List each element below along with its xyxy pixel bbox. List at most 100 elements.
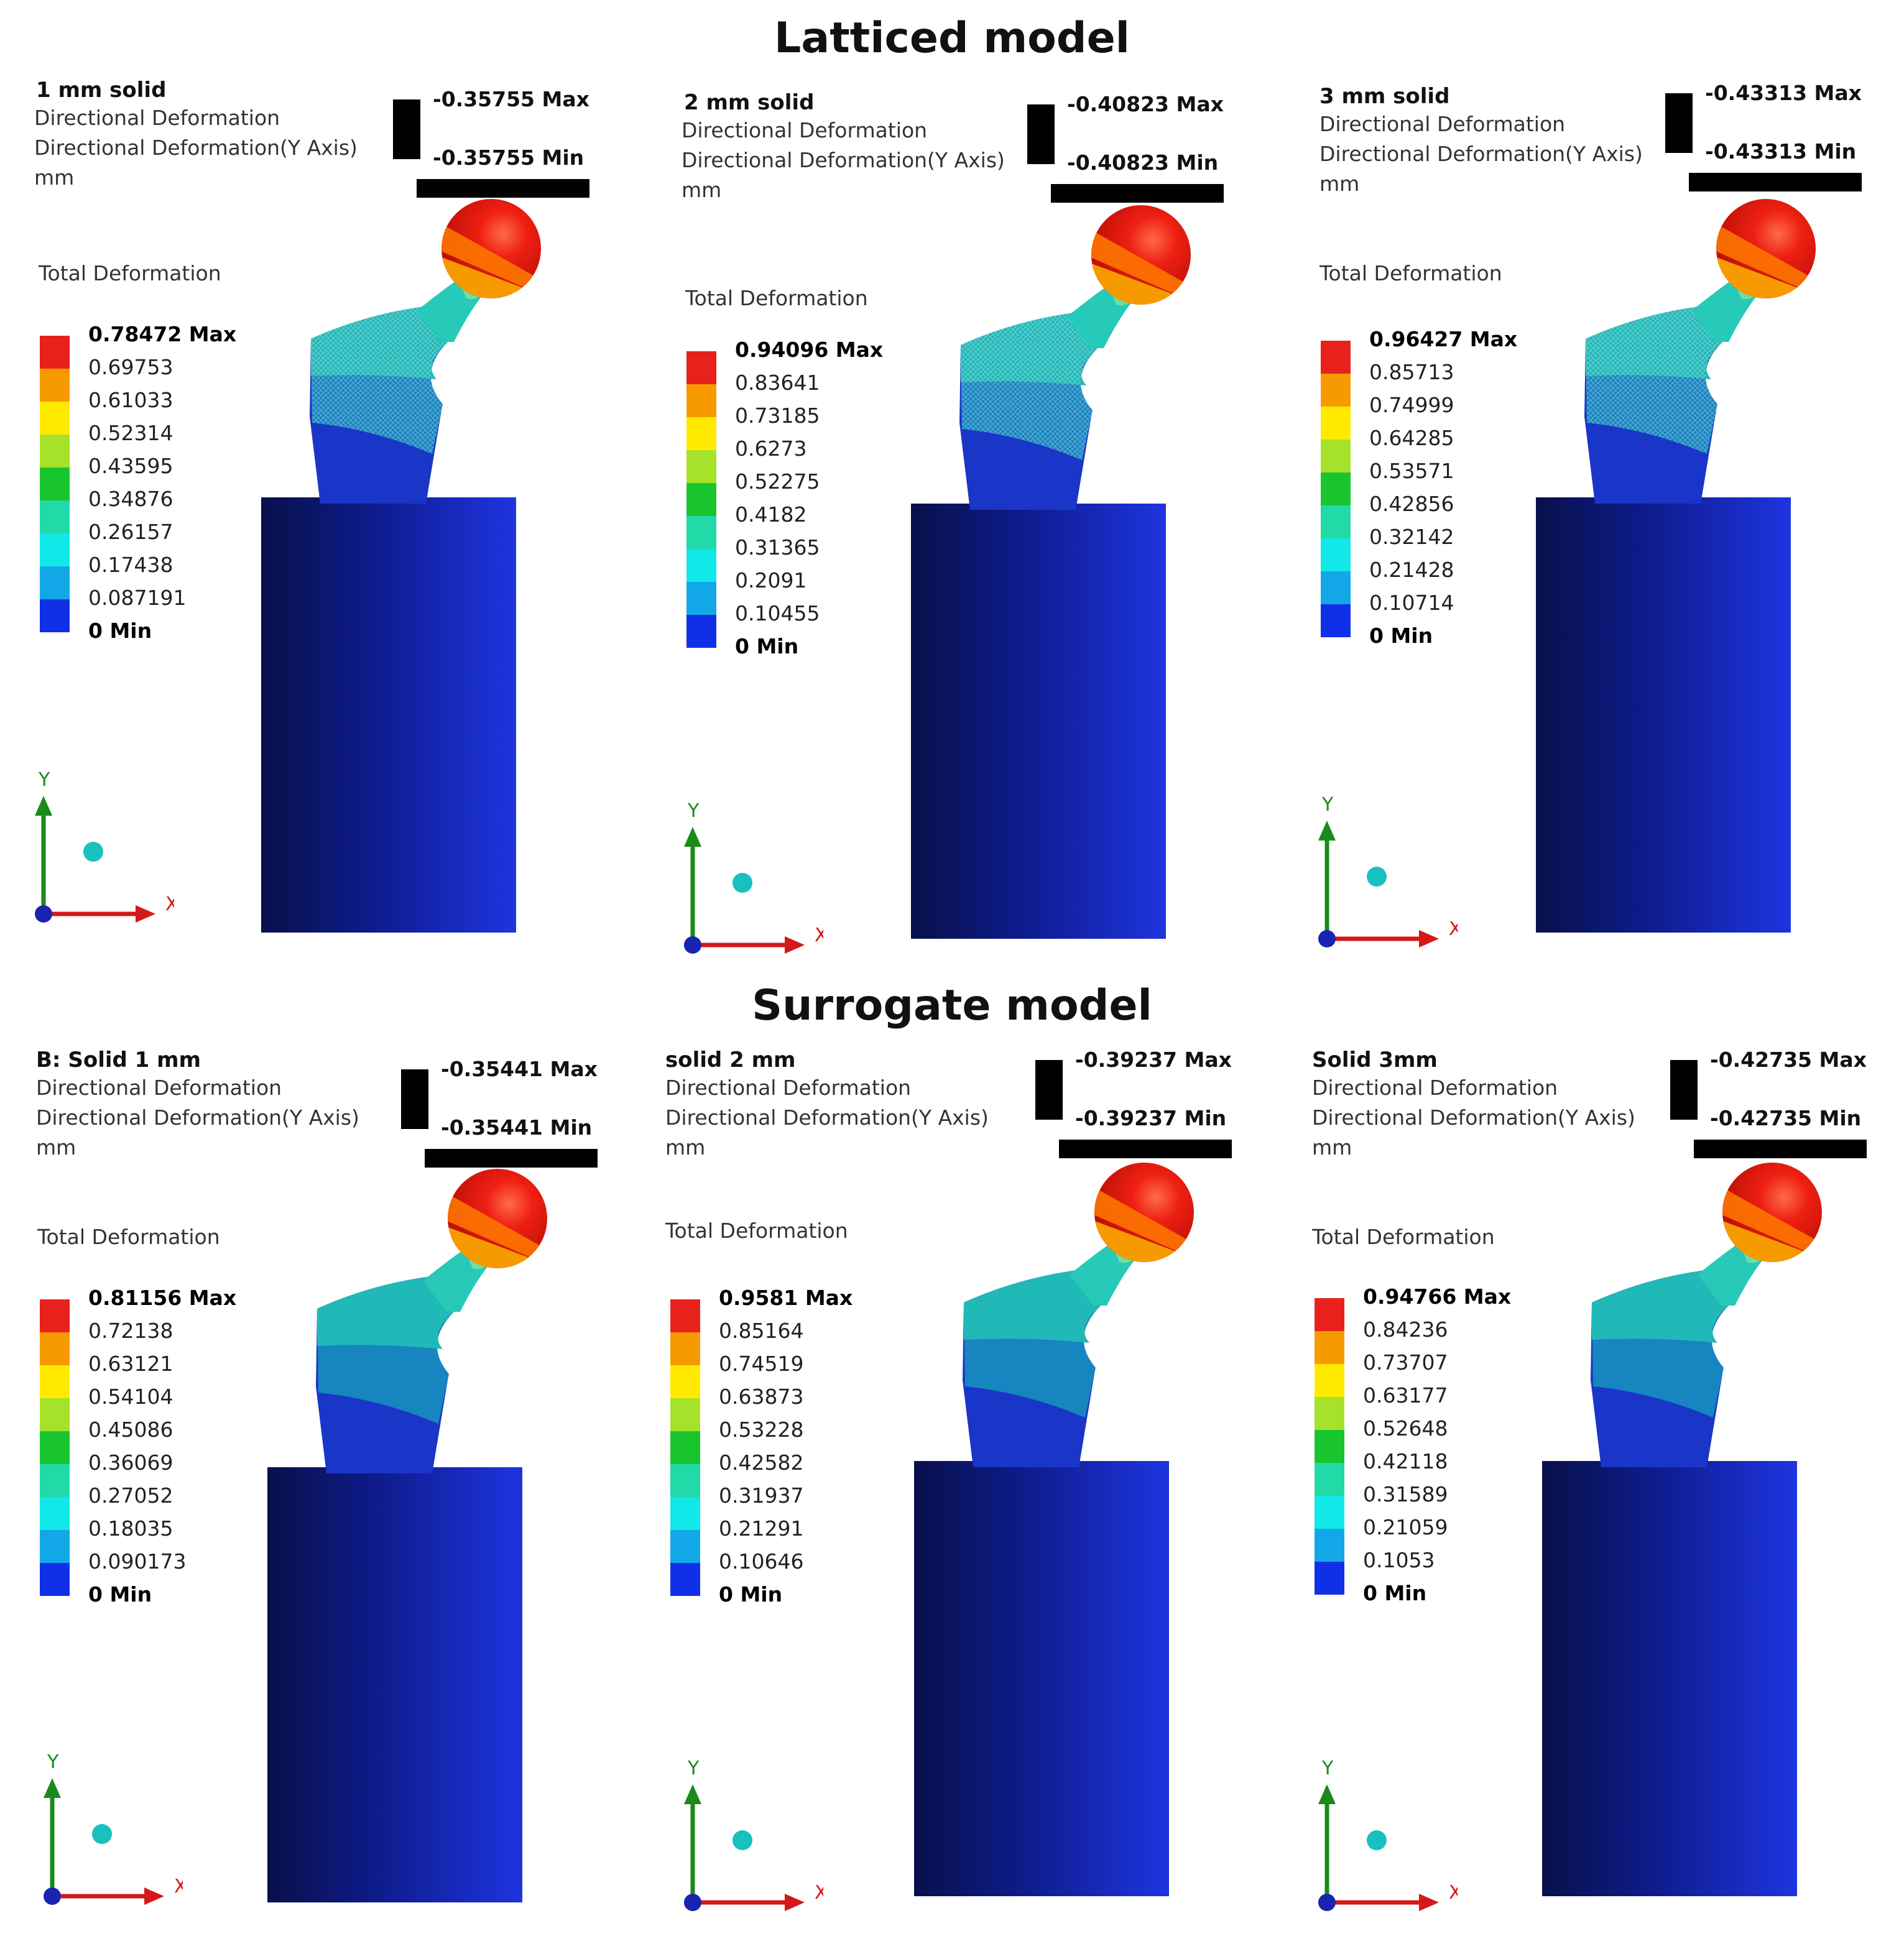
legend-value: 0.72138 (88, 1319, 173, 1343)
legend-swatch (686, 582, 716, 615)
directional-axis-label: Directional Deformation(Y Axis) (1312, 1105, 1635, 1130)
total-deformation-label: Total Deformation (39, 261, 221, 285)
directional-axis-label: Directional Deformation(Y Axis) (1319, 142, 1643, 166)
head-band-dark-orange (441, 224, 541, 292)
x-axis-label: X (174, 1876, 183, 1897)
legend-value: 0.73707 (1363, 1350, 1448, 1375)
legend-value: 0.090173 (88, 1549, 187, 1574)
x-axis-arrow (144, 1888, 164, 1905)
lattice-region (1586, 305, 1722, 454)
directional-max-value: -0.43313 Max (1705, 81, 1862, 105)
legend-swatch (40, 1530, 70, 1563)
legend-swatch (40, 1563, 70, 1596)
legend-min-value: 0 Min (719, 1582, 783, 1606)
legend-swatch (670, 1497, 700, 1530)
directional-max-value: -0.39237 Max (1075, 1048, 1232, 1072)
legend-swatch (40, 1497, 70, 1530)
result-panel: 2 mm solid Directional Deformation Directi… (647, 0, 1281, 954)
directional-min-value: -0.43313 Min (1705, 139, 1857, 164)
legend-swatch (686, 516, 716, 549)
legend-swatch (670, 1563, 700, 1596)
result-panel: Solid 3mm Directional Deformation Directio… (1281, 970, 1904, 1911)
legend-value: 0.45086 (88, 1417, 173, 1442)
legend-value: 0.1053 (1363, 1548, 1435, 1572)
bone-cylinder (1536, 497, 1791, 933)
legend-value: 0.84236 (1363, 1317, 1448, 1342)
stem-band-upper (1592, 1268, 1729, 1343)
legend-value: 0.34876 (88, 487, 173, 511)
legend-swatch (1321, 571, 1351, 604)
head-band-dark-orange (1094, 1187, 1194, 1256)
probe-marker (1665, 93, 1693, 153)
unit-label: mm (36, 1135, 76, 1159)
legend-swatch (686, 615, 716, 648)
panel-title: 2 mm solid (684, 90, 815, 115)
x-axis-label: X (815, 924, 823, 946)
y-axis-arrow (1318, 821, 1336, 841)
legend-value: 0.2091 (735, 568, 807, 592)
probe-marker (1670, 1060, 1698, 1120)
legend-swatch (1315, 1397, 1344, 1430)
legend-swatch (670, 1431, 700, 1464)
legend-swatch (40, 468, 70, 500)
origin-dot (44, 1888, 61, 1905)
legend-value: 0.27052 (88, 1483, 173, 1508)
total-deformation-label: Total Deformation (1319, 261, 1502, 285)
legend-swatch (1321, 538, 1351, 571)
fem-model-svg (911, 205, 1191, 939)
panel-title: B: Solid 1 mm (36, 1048, 201, 1072)
legend-max-value: 0.94096 Max (735, 338, 884, 362)
stem-band-upper (317, 1275, 454, 1349)
legend-swatch (670, 1299, 700, 1332)
head-band-dark-orange (1716, 224, 1816, 292)
y-axis-label: Y (1321, 796, 1334, 816)
x-axis-arrow (1419, 930, 1439, 947)
directional-deformation-label: Directional Deformation (665, 1076, 912, 1100)
legend-swatch (1321, 374, 1351, 407)
legend-value: 0.43595 (88, 454, 173, 478)
view-sphere (732, 873, 752, 893)
legend-swatch (686, 483, 716, 516)
total-deformation-label: Total Deformation (1312, 1225, 1495, 1249)
directional-axis-label: Directional Deformation(Y Axis) (36, 1105, 359, 1130)
legend-value: 0.42856 (1369, 492, 1454, 516)
legend-swatch (1321, 341, 1351, 374)
legend-value: 0.64285 (1369, 426, 1454, 450)
stem-band-upper (964, 1268, 1101, 1343)
bone-cylinder (1542, 1461, 1797, 1896)
y-axis-label: Y (687, 802, 700, 822)
directional-axis-label: Directional Deformation(Y Axis) (34, 136, 358, 160)
legend-swatch (1321, 604, 1351, 637)
legend-swatch (40, 369, 70, 402)
lattice-region (311, 305, 448, 454)
lattice-region (961, 311, 1098, 460)
legend-value: 0.32142 (1369, 525, 1454, 549)
x-axis-label: X (815, 1882, 823, 1904)
legend-value: 0.4182 (735, 502, 807, 527)
load-plate (1051, 184, 1224, 203)
view-sphere (83, 842, 103, 862)
legend-swatch (670, 1365, 700, 1398)
panel-title: 3 mm solid (1319, 84, 1450, 109)
legend-value: 0.74999 (1369, 393, 1454, 417)
legend-value: 0.6273 (735, 436, 807, 461)
legend-swatch (686, 450, 716, 483)
legend-swatch (1321, 440, 1351, 472)
probe-marker (401, 1069, 428, 1129)
legend-swatch (40, 1365, 70, 1398)
legend-swatch (40, 1464, 70, 1497)
total-deformation-label: Total Deformation (37, 1225, 220, 1249)
legend-value: 0.63121 (88, 1352, 173, 1376)
directional-deformation-label: Directional Deformation (34, 106, 280, 130)
legend-swatch (40, 533, 70, 566)
legend-value: 0.31589 (1363, 1482, 1448, 1506)
legend-swatch (1315, 1529, 1344, 1562)
result-panel: 3 mm solid Directional Deformation Directi… (1281, 0, 1904, 947)
origin-dot (684, 1894, 701, 1911)
fem-model (914, 1150, 1262, 1909)
fem-model-svg (1542, 1163, 1822, 1896)
legend-value: 0.69753 (88, 355, 173, 379)
